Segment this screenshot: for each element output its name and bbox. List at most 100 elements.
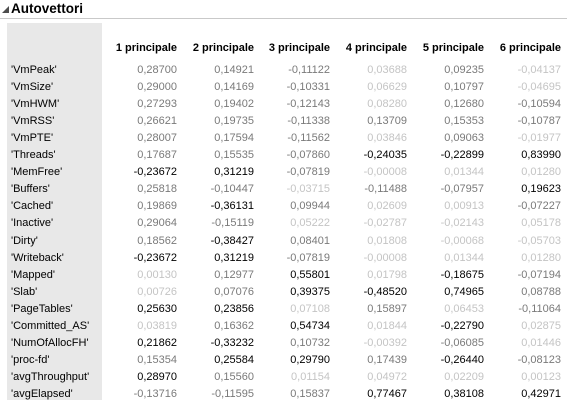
table-cell: -0,11122 [288, 64, 330, 76]
table-cell: 0,01808 [367, 234, 407, 247]
table-cell: 0,74965 [444, 285, 484, 298]
table-cell: -0,08123 [517, 353, 561, 366]
table-cell: 0,09063 [444, 132, 484, 145]
table-cell: 0,31219 [214, 166, 254, 179]
column-header: 6 principale [499, 42, 561, 54]
table-cell: 0,01344 [444, 166, 484, 179]
row-label: 'proc-fd' [11, 353, 50, 366]
table-cell: 0,15353 [444, 115, 484, 128]
table-cell: -0,10331 [286, 81, 330, 94]
table-cell: -0,02787 [363, 217, 407, 230]
table-cell: 0,18562 [137, 234, 177, 247]
row-label: 'VmPTE' [11, 132, 54, 145]
table-cell: 0,06629 [367, 81, 407, 94]
table-cell: -0,26440 [440, 353, 484, 366]
table-cell: -0,23672 [133, 251, 177, 264]
table-cell: 0,04972 [367, 370, 407, 383]
table-cell: -0,04137 [517, 64, 561, 76]
row-label: 'VmRSS' [11, 115, 55, 128]
table-cell: -0,11064 [518, 302, 561, 315]
table-cell: -0,22790 [440, 319, 484, 332]
column-header: 4 principale [345, 42, 407, 54]
table-cell: 0,12977 [214, 268, 254, 281]
table-cell: 0,02875 [521, 319, 561, 332]
table-cell: 0,77467 [367, 387, 407, 400]
table-cell: 0,17439 [367, 353, 407, 366]
table-cell: 0,19623 [521, 183, 561, 196]
table-cell: 0,55801 [290, 268, 330, 281]
row-label: 'Slab' [11, 285, 38, 298]
table-cell: 0,28007 [137, 132, 177, 145]
table-cell: 0,15837 [290, 387, 330, 400]
table-cell: 0,31219 [214, 251, 254, 264]
table-cell: -0,00392 [363, 336, 407, 349]
table-cell: 0,38108 [444, 387, 484, 400]
table-cell: 0,01154 [291, 370, 330, 383]
table-cell: 0,09944 [290, 200, 330, 213]
row-label: 'VmHWM' [11, 98, 60, 111]
panel-title: Autovettori [11, 1, 83, 16]
table-cell: -0,00008 [363, 251, 407, 264]
table-cell: 0,29064 [137, 217, 177, 230]
row-label: 'Committed_AS' [11, 319, 90, 332]
table-cell: -0,05703 [517, 234, 561, 247]
table-cell: 0,19402 [214, 98, 254, 111]
table-cell: 0,19735 [214, 115, 254, 128]
table-cell: 0,03688 [367, 64, 407, 76]
table-cell: 0,29000 [137, 81, 177, 94]
table-cell: -0,10594 [517, 98, 561, 111]
table-cell: -0,23672 [133, 166, 177, 179]
eigenvectors-table: 1 principale 2 principale 3 principale 4 pr… [7, 23, 565, 400]
disclosure-triangle-icon[interactable] [1, 3, 11, 15]
table-cell: 0,25818 [137, 183, 177, 196]
table-cell: 0,08401 [290, 234, 330, 247]
table-cell: 0,07108 [290, 302, 330, 315]
table-cell: 0,21862 [137, 336, 177, 349]
table-cell: 0,08788 [521, 285, 561, 298]
table-cell: 0,10732 [290, 336, 330, 349]
table-cell: -0,07194 [517, 268, 561, 281]
table-cell: -0,02143 [440, 217, 484, 230]
table-cell: 0,01280 [521, 166, 561, 179]
table-cell: -0,06085 [440, 336, 484, 349]
row-label: 'Cached' [11, 200, 54, 213]
table-cell: -0,12143 [286, 98, 330, 111]
table-cell: -0,07860 [286, 149, 330, 162]
table-cell: 0,02609 [367, 200, 407, 213]
table-cell: -0,11562 [287, 132, 330, 145]
table-cell: -0,07819 [286, 166, 330, 179]
table-cell: -0,01977 [517, 132, 561, 145]
table-cell: 0,17687 [137, 149, 177, 162]
table-cell: 0,26621 [137, 115, 177, 128]
row-label: 'NumOfAllocFH' [11, 336, 89, 349]
table-cell: -0,00008 [363, 166, 407, 179]
column-header: 2 principale [192, 42, 254, 54]
table-cell: 0,13709 [367, 115, 407, 128]
table-cell: 0,07076 [214, 285, 254, 298]
table-cell: 0,06453 [444, 302, 484, 315]
table-cell: 0,15560 [214, 370, 254, 383]
table-cell: 0,02209 [444, 370, 484, 383]
table-cell: 0,05222 [290, 217, 330, 230]
table-cell: -0,11338 [287, 115, 330, 128]
table-cell: -0,13716 [133, 387, 177, 400]
row-label: 'Inactive' [11, 217, 54, 230]
table-cell: -0,38427 [210, 234, 254, 247]
table-cell: 0,00726 [137, 285, 177, 298]
table-cell: 0,01280 [521, 251, 561, 264]
table-cell: 0,42971 [521, 387, 561, 400]
table-cell: 0,12680 [444, 98, 484, 111]
table-cell: 0,54734 [290, 319, 330, 332]
table-cell: 0,15354 [137, 353, 177, 366]
table-cell: -0,03715 [286, 183, 330, 196]
table-cell: 0,27293 [137, 98, 177, 111]
table-cell: 0,16362 [214, 319, 254, 332]
table-cell: 0,25630 [137, 302, 177, 315]
table-cell: 0,01344 [444, 251, 484, 264]
table-cell: 0,09235 [444, 64, 484, 76]
table-cell: -0,24035 [363, 149, 407, 162]
row-label: 'Threads' [11, 149, 56, 162]
table-cell: 0,14169 [214, 81, 254, 94]
table-cell: -0,04695 [517, 81, 561, 94]
table-cell: 0,01844 [367, 319, 407, 332]
